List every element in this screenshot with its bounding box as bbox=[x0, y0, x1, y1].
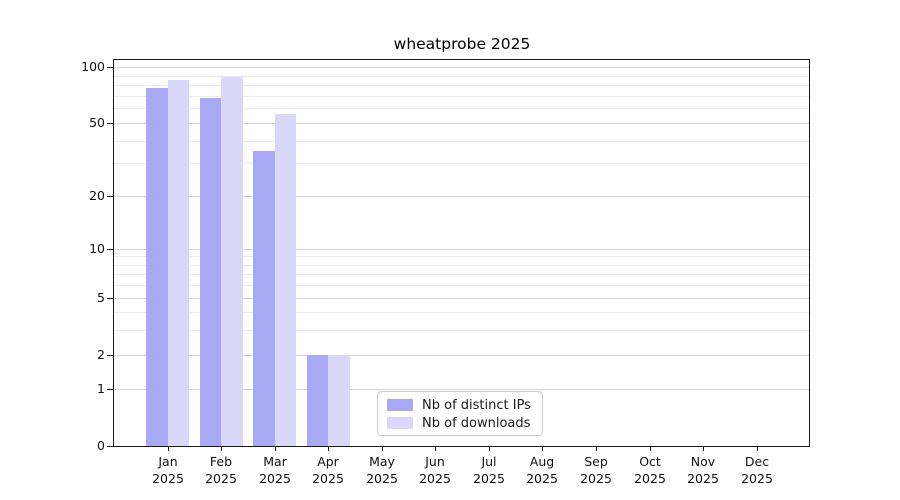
y-tick-label-2: 2 bbox=[97, 347, 105, 362]
legend-entry-downloads: Nb of downloads bbox=[387, 415, 533, 431]
x-tick-mark-sep bbox=[596, 447, 597, 451]
bar-downloads-jan bbox=[167, 80, 189, 446]
gridline-minor-6 bbox=[114, 285, 809, 286]
x-tick-label-oct: Oct 2025 bbox=[634, 454, 666, 486]
bar-distinct-ips-jan bbox=[146, 88, 168, 446]
x-tick-mark-aug bbox=[542, 447, 543, 451]
y-tick-mark-5 bbox=[107, 298, 113, 299]
legend-label-downloads: Nb of downloads bbox=[422, 415, 531, 431]
bar-downloads-apr bbox=[328, 355, 350, 446]
x-tick-label-may: May 2025 bbox=[366, 454, 398, 486]
y-tick-mark-100 bbox=[107, 67, 113, 68]
y-tick-label-50: 50 bbox=[89, 115, 105, 130]
gridline-major-50 bbox=[114, 123, 809, 124]
y-tick-mark-0 bbox=[107, 446, 113, 447]
x-tick-mark-apr bbox=[328, 447, 329, 451]
bar-distinct-ips-feb bbox=[199, 98, 222, 446]
y-tick-label-100: 100 bbox=[81, 59, 105, 74]
x-tick-label-dec: Dec 2025 bbox=[741, 454, 773, 486]
y-tick-label-1: 1 bbox=[97, 381, 105, 396]
x-tick-mark-feb bbox=[221, 447, 222, 451]
x-tick-mark-jul bbox=[489, 447, 490, 451]
bar-downloads-mar bbox=[274, 113, 297, 446]
x-tick-mark-oct bbox=[650, 447, 651, 451]
plot-area bbox=[113, 59, 810, 447]
legend-entry-distinct-ips: Nb of distinct IPs bbox=[387, 397, 533, 413]
gridline-minor-60 bbox=[114, 108, 809, 109]
x-tick-mark-nov bbox=[703, 447, 704, 451]
bar-distinct-ips-apr bbox=[306, 355, 329, 446]
x-tick-mark-jan bbox=[168, 447, 169, 451]
y-tick-mark-2 bbox=[107, 355, 113, 356]
y-tick-mark-20 bbox=[107, 196, 113, 197]
gridline-minor-70 bbox=[114, 96, 809, 97]
legend-swatch-downloads bbox=[387, 417, 413, 429]
y-tick-label-20: 20 bbox=[89, 188, 105, 203]
legend-label-distinct-ips: Nb of distinct IPs bbox=[422, 397, 531, 413]
y-tick-mark-1 bbox=[107, 389, 113, 390]
gridline-minor-90 bbox=[114, 76, 809, 77]
gridline-minor-30 bbox=[114, 163, 809, 164]
x-tick-label-jan: Jan 2025 bbox=[152, 454, 184, 486]
gridline-minor-80 bbox=[114, 85, 809, 86]
x-tick-mark-may bbox=[382, 447, 383, 451]
bar-distinct-ips-mar bbox=[253, 151, 275, 446]
x-tick-label-jun: Jun 2025 bbox=[419, 454, 451, 486]
gridline-minor-7 bbox=[114, 274, 809, 275]
y-tick-label-5: 5 bbox=[97, 290, 105, 305]
gridline-minor-9 bbox=[114, 256, 809, 257]
x-tick-label-nov: Nov 2025 bbox=[687, 454, 719, 486]
legend-swatch-distinct-ips bbox=[387, 399, 413, 411]
gridline-major-2 bbox=[114, 355, 809, 356]
gridline-minor-3 bbox=[114, 330, 809, 331]
gridline-major-20 bbox=[114, 196, 809, 197]
x-tick-label-mar: Mar 2025 bbox=[259, 454, 291, 486]
bar-downloads-feb bbox=[221, 77, 243, 446]
gridline-major-5 bbox=[114, 298, 809, 299]
gridline-major-10 bbox=[114, 249, 809, 250]
legend: Nb of distinct IPs Nb of downloads bbox=[377, 391, 543, 436]
gridline-major-1 bbox=[114, 389, 809, 390]
gridline-major-100 bbox=[114, 67, 809, 68]
y-tick-label-0: 0 bbox=[97, 438, 105, 453]
gridline-minor-40 bbox=[114, 141, 809, 142]
x-tick-label-sep: Sep 2025 bbox=[580, 454, 612, 486]
y-tick-mark-10 bbox=[107, 249, 113, 250]
gridline-minor-8 bbox=[114, 265, 809, 266]
x-tick-label-apr: Apr 2025 bbox=[312, 454, 344, 486]
x-tick-label-jul: Jul 2025 bbox=[473, 454, 505, 486]
x-tick-mark-dec bbox=[757, 447, 758, 451]
chart-title: wheatprobe 2025 bbox=[393, 35, 531, 53]
gridline-minor-4 bbox=[114, 312, 809, 313]
x-tick-mark-mar bbox=[275, 447, 276, 451]
x-tick-mark-jun bbox=[435, 447, 436, 451]
y-tick-mark-50 bbox=[107, 123, 113, 124]
y-tick-label-10: 10 bbox=[89, 241, 105, 256]
x-tick-label-feb: Feb 2025 bbox=[205, 454, 237, 486]
x-tick-label-aug: Aug 2025 bbox=[526, 454, 558, 486]
